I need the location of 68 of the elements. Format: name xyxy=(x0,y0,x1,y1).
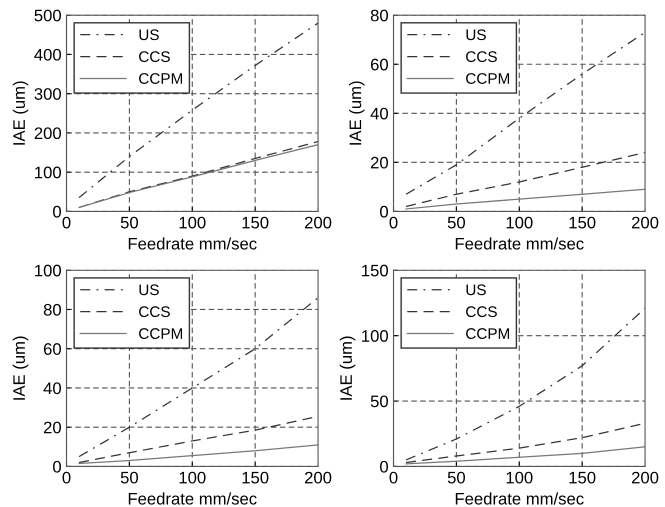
x-tick-label: 0 xyxy=(62,472,70,484)
x-axis-title: Feedrate mm/sec xyxy=(456,492,584,505)
y-tick-label: 40 xyxy=(370,108,388,120)
y-tick-label: 100 xyxy=(35,264,61,276)
line-series xyxy=(78,297,318,458)
legend-label: CCS xyxy=(139,306,170,318)
x-tick-label: 100 xyxy=(506,472,533,484)
y-axis-title: IAE (um) xyxy=(340,336,356,400)
line-series xyxy=(405,152,646,208)
line-series xyxy=(405,188,646,210)
y-tick-label: 100 xyxy=(35,166,61,178)
line-series xyxy=(78,22,318,198)
y-tick-label: 0 xyxy=(380,460,388,473)
x-tick-label: 150 xyxy=(570,216,596,228)
x-tick-label: 50 xyxy=(448,472,466,484)
x-tick-label: 100 xyxy=(506,216,533,228)
y-tick-label: 50 xyxy=(370,395,388,408)
y-tick-label: 200 xyxy=(34,127,61,140)
y-tick-label: 300 xyxy=(34,88,61,100)
y-tick-label: 150 xyxy=(362,264,388,276)
legend-label: US xyxy=(139,29,159,40)
y-tick-label: 0 xyxy=(380,206,388,218)
y-tick-label: 60 xyxy=(44,343,61,355)
x-tick-label: 50 xyxy=(448,216,466,228)
x-axis-title: Feedrate mm/sec xyxy=(128,492,257,505)
y-tick-label: 0 xyxy=(53,460,61,473)
line-series xyxy=(405,308,646,461)
legend-label: CCPM xyxy=(466,73,510,84)
x-axis-title: Feedrate mm/sec xyxy=(128,237,257,250)
y-axis-title: IAE (um) xyxy=(12,336,28,400)
y-tick-label: 500 xyxy=(34,10,61,22)
x-tick-label: 0 xyxy=(390,216,398,228)
y-tick-label: 80 xyxy=(44,304,61,316)
line-series xyxy=(78,444,318,464)
x-axis-title: Feedrate mm/sec xyxy=(456,237,584,250)
x-tick-label: 150 xyxy=(242,472,268,484)
legend-label: CCPM xyxy=(466,328,510,339)
x-tick-label: 100 xyxy=(180,472,206,484)
x-tick-label: 100 xyxy=(180,216,206,228)
legend-label: CCPM xyxy=(139,73,182,84)
line-series xyxy=(405,446,646,464)
legend-label: CCS xyxy=(139,51,170,62)
y-tick-label: 0 xyxy=(53,206,61,218)
x-tick-label: 200 xyxy=(304,472,332,484)
x-tick-label: 50 xyxy=(120,472,138,484)
y-tick-label: 100 xyxy=(362,330,388,342)
legend-label: US xyxy=(466,284,486,296)
x-tick-label: 150 xyxy=(242,216,268,228)
x-tick-label: 200 xyxy=(632,472,658,484)
x-tick-label: 0 xyxy=(62,216,70,228)
legend-label: US xyxy=(139,284,159,296)
x-tick-label: 0 xyxy=(390,472,398,484)
x-tick-label: 200 xyxy=(632,216,658,228)
y-tick-label: 20 xyxy=(370,156,388,169)
legend-label: CCS xyxy=(466,51,497,62)
y-axis-title: IAE (um) xyxy=(349,81,365,145)
y-tick-label: 20 xyxy=(44,422,61,434)
y-tick-label: 400 xyxy=(34,48,61,61)
y-tick-label: 40 xyxy=(43,382,61,394)
x-tick-label: 200 xyxy=(304,216,332,228)
y-tick-label: 80 xyxy=(370,10,388,22)
legend-label: US xyxy=(466,29,486,40)
y-axis-title: IAE (um) xyxy=(12,81,28,145)
legend-label: CCPM xyxy=(139,328,182,339)
x-tick-label: 150 xyxy=(570,472,596,484)
y-tick-label: 60 xyxy=(370,58,388,70)
x-tick-label: 50 xyxy=(120,216,138,228)
legend-label: CCS xyxy=(466,306,497,318)
